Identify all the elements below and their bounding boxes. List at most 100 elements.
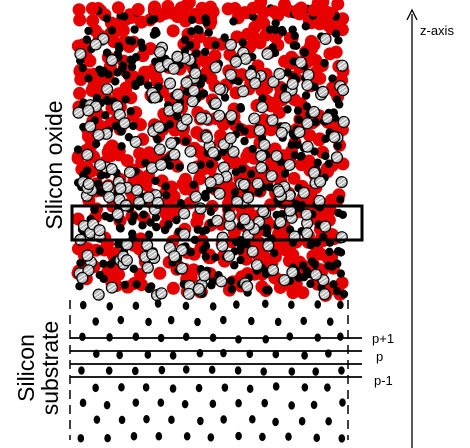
grey-atom: [84, 120, 97, 133]
grey-atom: [200, 131, 213, 144]
grey-atom-detail: [277, 128, 286, 138]
grey-atom-detail: [182, 115, 191, 124]
substrate-atom: [234, 366, 242, 375]
grey-atom-detail: [189, 86, 199, 96]
grey-atom: [336, 59, 349, 72]
grey-atom-detail: [79, 221, 89, 231]
silicon-atom: [311, 117, 320, 127]
substrate-atom: [272, 349, 280, 359]
substrate-atom: [194, 317, 201, 327]
grey-atom: [216, 239, 229, 253]
grey-atom: [224, 68, 237, 81]
grey-atom: [123, 166, 137, 179]
grey-atom: [237, 85, 250, 98]
substrate-atom: [182, 301, 190, 311]
grey-atom-detail: [196, 113, 206, 123]
grey-atom-detail: [107, 164, 117, 174]
oxygen-atom: [167, 189, 181, 203]
grey-atom: [275, 126, 288, 139]
silicon-atom: [172, 215, 181, 225]
oxygen-atom: [267, 5, 281, 19]
silicon-atom: [306, 279, 315, 289]
grey-atom-detail: [165, 106, 174, 116]
grey-atom-detail: [165, 79, 175, 88]
grey-atom-detail: [303, 118, 312, 128]
substrate-atom: [157, 398, 165, 407]
silicon-atom: [336, 248, 346, 257]
grey-atom: [227, 145, 240, 159]
grey-atom-detail: [115, 110, 125, 120]
grey-atom-detail: [186, 147, 195, 156]
grey-atom-detail: [275, 69, 284, 79]
silicon-atom: [78, 63, 87, 73]
silicon-atom: [116, 224, 125, 233]
substrate-atom: [300, 316, 308, 326]
silicon-atom: [106, 260, 115, 269]
grey-atom-detail: [125, 167, 135, 177]
silicon-atom: [202, 18, 211, 27]
silicon-atom: [107, 26, 117, 35]
silicon-atom: [127, 62, 137, 72]
grey-atom-detail: [74, 108, 83, 118]
grey-atom-detail: [102, 84, 112, 94]
grey-atom: [184, 145, 197, 158]
silicon-atom: [290, 31, 299, 40]
grey-atom-detail: [276, 217, 285, 227]
silicon-atom: [336, 195, 345, 204]
grey-atom-detail: [263, 49, 272, 59]
oxygen-atom: [131, 3, 145, 17]
grey-atom: [148, 91, 162, 104]
grey-atom-detail: [170, 150, 179, 159]
substrate-atom: [286, 332, 294, 341]
substrate-atom: [158, 365, 166, 375]
silicon-atom: [321, 151, 330, 161]
oxygen-atom: [322, 205, 336, 219]
grey-atom-detail: [177, 263, 187, 273]
grey-atom: [167, 62, 180, 75]
grey-atom-detail: [315, 196, 324, 206]
highlight-box: [70, 204, 364, 242]
oxygen-atom: [166, 24, 180, 38]
grey-atom: [314, 175, 327, 188]
grey-atom: [155, 158, 168, 171]
grey-atom-detail: [78, 273, 87, 283]
grey-atom: [328, 130, 341, 144]
silicon-atom: [144, 284, 154, 294]
substrate-atom: [169, 384, 177, 393]
silicon-atom: [321, 134, 330, 144]
grey-atom-detail: [280, 275, 289, 285]
grey-atom: [307, 105, 321, 119]
grey-atom-detail: [169, 64, 179, 74]
grey-atom: [249, 77, 262, 90]
grey-atom: [180, 76, 193, 89]
grey-atom: [223, 209, 236, 223]
grey-atom-detail: [241, 54, 251, 64]
grey-atom: [81, 148, 94, 161]
grey-atom-detail: [318, 87, 328, 97]
substrate-atom: [301, 383, 309, 392]
grey-atom: [301, 117, 314, 130]
silicon-atom: [117, 142, 126, 151]
silicon-atom: [128, 229, 137, 238]
silicon-atom: [198, 74, 208, 83]
grey-atom-detail: [215, 84, 225, 94]
grey-atom-detail: [304, 70, 313, 80]
grey-atom-detail: [332, 152, 342, 162]
substrate-atom: [181, 399, 189, 409]
oxygen-atom: [73, 13, 87, 27]
grey-atom-detail: [243, 193, 253, 203]
grey-atom-detail: [257, 163, 266, 173]
grey-atom-detail: [107, 55, 117, 65]
silicon-atom: [152, 222, 161, 232]
grey-atom: [92, 128, 105, 142]
grey-atom: [319, 220, 332, 233]
grey-atom-detail: [84, 106, 93, 115]
silicon-atom: [131, 81, 140, 91]
grey-atom: [186, 161, 200, 175]
grey-atom: [155, 287, 168, 300]
substrate-atom: [79, 398, 87, 408]
substrate-atom: [195, 383, 203, 393]
oxygen-atom: [142, 146, 156, 160]
region-label: substrate: [37, 321, 63, 416]
silicon-atom: [165, 161, 175, 170]
